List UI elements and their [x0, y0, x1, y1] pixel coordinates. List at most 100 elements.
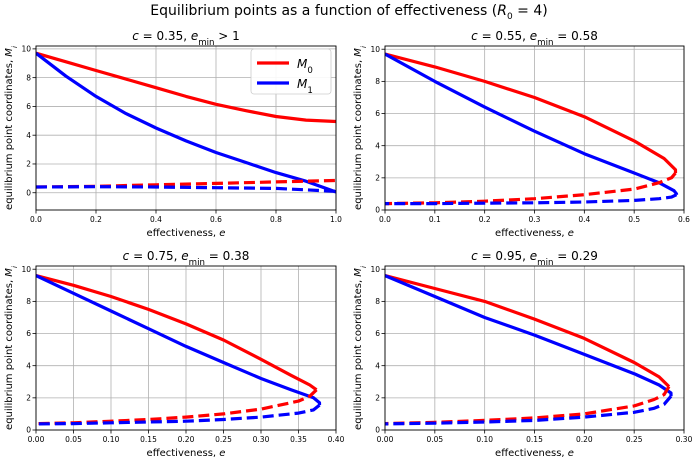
- y-tick-label: 10: [21, 265, 31, 274]
- y-tick-label: 6: [375, 329, 380, 338]
- x-tick-label: 0.05: [426, 435, 443, 444]
- y-axis-label-part: M: [4, 268, 15, 277]
- x-axis-label: effectiveness, e: [147, 228, 226, 239]
- x-tick-label: 0.10: [476, 435, 493, 444]
- panel-title-part: = 0.75,: [129, 249, 181, 263]
- panel-title-part: = 0.58: [553, 29, 597, 43]
- x-tick-label: 0.2: [479, 215, 491, 224]
- panel-title-part: min: [189, 258, 205, 268]
- x-tick-label: 0.40: [328, 435, 345, 444]
- panel-title-part: = 0.55,: [478, 29, 530, 43]
- y-axis-label-part: M: [4, 48, 15, 57]
- x-axis-label-part: effectiveness,: [147, 228, 220, 239]
- panel-title-part: e: [530, 29, 537, 43]
- series-line-m0-stable: [36, 51, 336, 124]
- y-axis-label-part: i: [10, 46, 19, 48]
- x-axis-label-part: effectiveness,: [495, 228, 568, 239]
- legend-label-m1-part: M: [297, 77, 308, 91]
- panel-title: c = 0.75, emin = 0.38: [123, 249, 250, 268]
- legend-label-m0-part: M: [297, 57, 308, 71]
- y-tick-label: 2: [26, 160, 31, 169]
- y-tick-label: 4: [375, 361, 380, 370]
- x-tick-label: 0.00: [377, 435, 394, 444]
- y-axis-label-part: i: [359, 266, 368, 268]
- x-tick-label: 0.30: [676, 435, 693, 444]
- y-tick-label: 8: [26, 297, 31, 306]
- figure-title-sub: 0: [507, 11, 513, 22]
- x-tick-label: 0.20: [178, 435, 195, 444]
- x-tick-label: 0.4: [150, 215, 162, 224]
- panel-title-part: = 0.35,: [139, 29, 191, 43]
- y-axis-label-part: M: [353, 48, 364, 57]
- x-tick-label: 0.05: [65, 435, 82, 444]
- x-tick-label: 0.25: [626, 435, 643, 444]
- y-tick-label: 0: [26, 426, 31, 435]
- panel-title-part: e: [181, 249, 188, 263]
- series-line-m0-stable: [385, 52, 678, 173]
- panel-title-part: = 0.95,: [478, 249, 530, 263]
- y-axis-label-part: equilibrium point coordinates,: [4, 57, 15, 210]
- x-tick-label: 0.0: [379, 215, 391, 224]
- x-axis-label-part: e: [568, 448, 574, 459]
- y-axis-label: equilibrium point coordinates, Mi: [4, 266, 19, 430]
- legend-label-m0: M0: [297, 57, 313, 76]
- x-axis-label: effectiveness, e: [495, 448, 574, 459]
- x-tick-label: 1.0: [330, 215, 342, 224]
- series-line-m1-unstable: [385, 395, 673, 426]
- series-line-m1-unstable: [36, 185, 336, 193]
- figure-title-prefix: Equilibrium points as a function of effe…: [150, 3, 498, 19]
- chart-panel-4: 0.00 0.05 0.10 0.15 0.20 0.25 0.30 0 2 4 6 8 10 c = 0…: [353, 249, 693, 459]
- figure-title-var: R: [497, 3, 507, 19]
- x-axis-label-part: effectiveness,: [147, 448, 220, 459]
- panel-title-part: = 0.38: [205, 249, 249, 263]
- legend-box: [250, 48, 332, 95]
- panel-title-part: c: [471, 249, 478, 263]
- x-axis-label-part: e: [568, 228, 574, 239]
- panel-title-part: min: [198, 38, 214, 48]
- y-tick-label: 2: [26, 394, 31, 403]
- x-axis-label-part: e: [219, 448, 225, 459]
- x-tick-label: 0.1: [429, 215, 441, 224]
- series-line-m1-stable: [36, 51, 336, 194]
- y-axis-label-part: equilibrium point coordinates,: [4, 277, 15, 430]
- y-tick-label: 10: [370, 265, 380, 274]
- axes-frame: [384, 45, 685, 211]
- panel-title-part: e: [530, 249, 537, 263]
- y-tick-label: 4: [26, 361, 31, 370]
- x-axis-label: effectiveness, e: [495, 228, 574, 239]
- panel-title-part: c: [123, 249, 130, 263]
- y-axis-label: equilibrium point coordinates, Mi: [353, 46, 368, 210]
- series-line-m0-unstable: [36, 388, 318, 426]
- series-line-m1-stable: [385, 274, 673, 397]
- panel-title-part: c: [132, 29, 139, 43]
- panel-title-part: > 1: [214, 29, 239, 43]
- y-axis-label-part: i: [10, 266, 19, 268]
- series-line-m1-unstable: [385, 193, 678, 206]
- x-axis-label: effectiveness, e: [147, 448, 226, 459]
- x-tick-label: 0.2: [90, 215, 102, 224]
- x-tick-label: 0.4: [578, 215, 590, 224]
- axes-frame: [35, 45, 337, 211]
- axes-frame: [384, 265, 685, 431]
- y-tick-label: 10: [21, 45, 31, 54]
- x-tick-label: 0.3: [529, 215, 541, 224]
- y-tick-label: 8: [375, 297, 380, 306]
- panel-title-part: min: [537, 38, 553, 48]
- x-tick-label: 0.25: [215, 435, 232, 444]
- figure-title-suffix: = 4): [512, 3, 548, 19]
- x-tick-label: 0.00: [28, 435, 45, 444]
- legend-label-m0-part: 0: [307, 66, 313, 76]
- panel-title: c = 0.55, emin = 0.58: [471, 29, 598, 48]
- x-tick-label: 0.15: [526, 435, 543, 444]
- y-axis-label: equilibrium point coordinates, Mi: [4, 46, 19, 210]
- panel-title: c = 0.95, emin = 0.29: [471, 249, 598, 268]
- x-axis-label-part: effectiveness,: [495, 448, 568, 459]
- y-tick-label: 4: [375, 141, 380, 150]
- y-axis-label: equilibrium point coordinates, Mi: [353, 266, 368, 430]
- x-tick-label: 0.30: [253, 435, 270, 444]
- x-tick-label: 0.0: [30, 215, 42, 224]
- x-tick-label: 0.5: [628, 215, 640, 224]
